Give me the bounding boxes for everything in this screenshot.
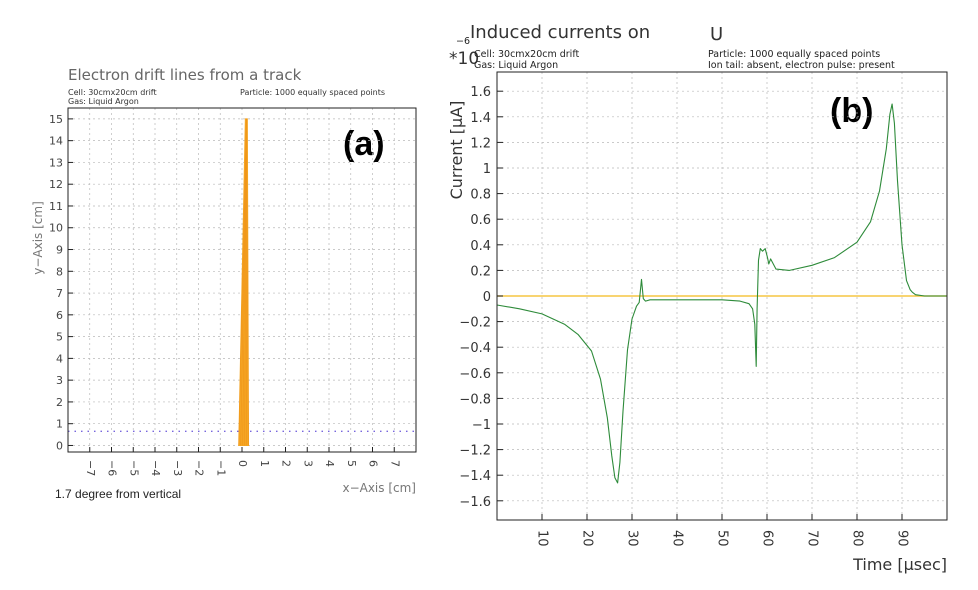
panel-b-info-gas: Gas: Liquid Argon	[474, 60, 558, 71]
panel-b-y-tick-label: 0	[483, 290, 491, 305]
panel-a-drift-lines: Electron drift lines from a track Cell: …	[31, 66, 417, 501]
panel-b-marks	[496, 103, 947, 484]
panel-b-x-tick-label: 60	[760, 530, 775, 547]
panel-a-x-tick-label: −5	[127, 460, 140, 476]
panel-b-y-axis-label: Current [μA]	[447, 101, 466, 200]
panel-b-x-tick-label: 10	[535, 530, 550, 547]
panel-b-x-tick-label: 80	[850, 530, 865, 547]
panel-a-drift-line	[240, 118, 247, 446]
panel-b-y-tick-label: −0.4	[459, 341, 491, 356]
panel-b-label: (b)	[830, 92, 873, 130]
panel-a-drift-line	[244, 118, 247, 446]
panel-b-y-tick-label: −1.4	[459, 469, 491, 484]
panel-b-induced-currents: Induced currents on U *10 −6 Cell: 30cmx…	[447, 22, 948, 574]
panel-a-y-tick-label: 3	[56, 374, 63, 387]
panel-a-y-tick-label: 10	[49, 222, 63, 235]
panel-a-x-tick-label: 0	[236, 460, 249, 467]
panel-a-drift-line	[238, 118, 247, 446]
panel-a-x-tick-label: −6	[106, 460, 119, 476]
panel-a-x-tick-label: 2	[280, 460, 293, 467]
panel-a-y-tick-label: 1	[56, 418, 63, 431]
panel-b-scale-exponent: −6	[456, 36, 470, 47]
panel-b-grid	[497, 72, 947, 520]
panel-b-y-tick-label: 0.8	[470, 188, 491, 203]
panel-b-y-tick-label: 0.2	[470, 264, 491, 279]
panel-a-x-tick-label: −3	[171, 460, 184, 476]
panel-a-x-tick-label: −7	[84, 460, 97, 476]
panel-a-x-tick-label: 5	[345, 460, 358, 467]
panel-b-y-tick-label: 1.6	[470, 85, 491, 100]
panel-b-scale-prefix: *10	[449, 49, 479, 69]
panel-b-y-tick-label: 1.2	[470, 136, 491, 151]
panel-a-marks	[68, 118, 416, 446]
panel-b-x-tick-label: 70	[805, 530, 820, 547]
panel-a-x-tick-label: 1	[258, 460, 271, 467]
panel-b-current-line	[496, 103, 947, 484]
panel-b-y-tick-label: −0.6	[459, 367, 491, 382]
panel-a-x-tick-label: 6	[367, 460, 380, 467]
panel-a-y-tick-label: 12	[49, 178, 63, 191]
panel-a-x-tick-label: −1	[214, 460, 227, 476]
panel-a-title: Electron drift lines from a track	[68, 66, 302, 84]
panel-b-title-symbol: U	[710, 24, 723, 45]
panel-b-y-tick-label: −0.8	[459, 392, 491, 407]
panel-a-y-axis-label: y−Axis [cm]	[31, 201, 45, 275]
panel-b-y-tick-label: −0.2	[459, 316, 491, 331]
panel-a-y-tick-label: 6	[56, 309, 63, 322]
panel-a-x-tick-label: 3	[301, 460, 314, 467]
panel-a-x-axis-label: x−Axis [cm]	[342, 481, 416, 495]
panel-b-info-particle: Particle: 1000 equally spaced points	[708, 49, 880, 60]
panel-b-x-tick-label: 20	[580, 530, 595, 547]
panel-b-y-tick-label: −1.2	[459, 444, 491, 459]
panel-b-y-tick-label: 1.4	[470, 111, 491, 126]
panel-a-y-tick-label: 4	[56, 352, 63, 365]
panel-a-y-tick-label: 13	[49, 156, 63, 169]
panel-b-title: Induced currents on	[470, 22, 650, 43]
panel-a-label: (a)	[343, 125, 385, 163]
panel-a-y-tick-label: 5	[56, 331, 63, 344]
panel-a-info-gas: Gas: Liquid Argon	[68, 97, 139, 106]
panel-a-x-tick-label: 4	[323, 460, 336, 467]
panel-a-y-tick-label: 9	[56, 244, 63, 257]
panel-b-y-tick-label: 0.4	[470, 239, 491, 254]
panel-a-y-tick-label: 2	[56, 396, 63, 409]
panel-a-drift-line	[242, 118, 247, 446]
panel-a-info-particle: Particle: 1000 equally spaced points	[240, 88, 385, 97]
panel-a-y-tick-label: 11	[49, 200, 63, 213]
panel-a-x-tick-label: −2	[193, 460, 206, 476]
panel-b-y-tick-label: −1	[472, 418, 491, 433]
panel-b-y-tick-label: −1.6	[459, 495, 491, 510]
panel-a-angle-note: 1.7 degree from vertical	[55, 487, 181, 501]
panel-a-x-tick-label: 7	[388, 460, 401, 467]
panel-a-y-tick-label: 7	[56, 287, 63, 300]
panel-a-y-tick-label: 0	[56, 439, 63, 452]
panel-b-y-tick-label: 0.6	[470, 213, 491, 228]
panel-a-info-cell: Cell: 30cmx20cm drift	[68, 88, 157, 97]
panel-a-ticks: −7 −6 −5 −4 −3 −2 −1 0 1 2 3 4 5 6 7012345678910111213…	[49, 113, 401, 476]
panel-b-y-tick-label: 1	[483, 162, 491, 177]
panel-b-x-axis-label: Time [μsec]	[852, 555, 947, 574]
panel-b-info-cell: Cell: 30cmx20cm drift	[474, 49, 580, 60]
panel-b-info-ion-tail: Ion tail: absent, electron pulse: presen…	[708, 60, 895, 71]
panel-a-y-tick-label: 8	[56, 265, 63, 278]
panel-b-x-tick-label: 40	[670, 530, 685, 547]
panel-b-x-tick-label: 90	[895, 530, 910, 547]
panel-b-x-tick-label: 50	[715, 530, 730, 547]
panel-a-drift-line	[246, 118, 249, 446]
panel-a-y-tick-label: 14	[49, 135, 63, 148]
panel-a-x-tick-label: −4	[149, 460, 162, 476]
panel-b-ticks: 10 20 30 40 50 60 70 80 90−1.6−1.4−1.2−1−0.8−0.6…	[459, 85, 909, 546]
panel-a-y-tick-label: 15	[49, 113, 63, 126]
panel-b-x-tick-label: 30	[625, 530, 640, 547]
